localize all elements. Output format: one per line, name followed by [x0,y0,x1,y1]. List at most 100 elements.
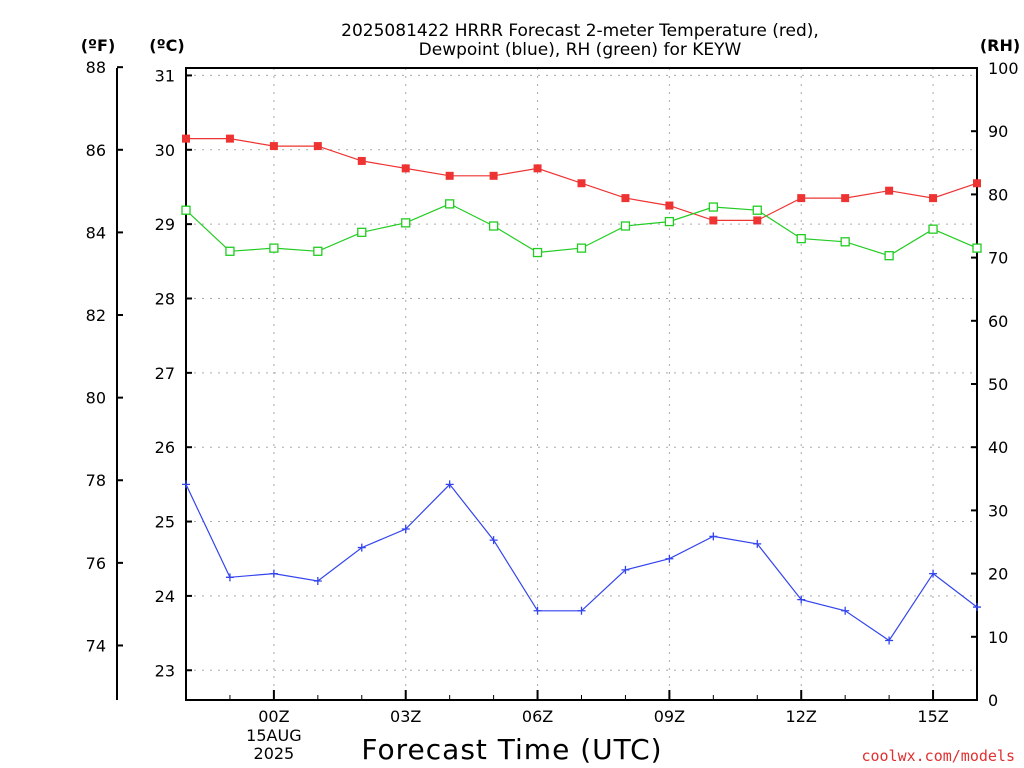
fahrenheit-tick-label: 82 [86,306,106,325]
dewpoint-point [929,569,938,578]
dewpoint-line [185,483,978,642]
temperature-point [182,134,190,143]
temperature-point [533,164,542,173]
rh-point [708,202,718,212]
temperature-point [709,216,718,225]
series-temperature [182,134,981,225]
temperature-point [753,216,762,225]
series-dewpoint [182,480,981,645]
rh-point [972,243,982,253]
dewpoint-point [313,577,322,586]
rh-point [269,243,279,253]
dewpoint-point [797,595,806,604]
dewpoint-point [973,603,981,612]
rh-point [796,233,806,244]
rh-tick-label: 10 [988,628,1008,647]
rh-point [225,246,235,256]
temperature-point [885,186,894,195]
temperature-point [313,142,322,151]
rh-tick-label: 50 [988,375,1008,394]
fahrenheit-tick-label: 84 [86,223,106,242]
temperature-point [269,142,278,151]
plot-frame [185,67,978,701]
time-tick-label: 15Z [917,707,948,726]
dewpoint-point [709,532,718,541]
rh-point [664,216,675,227]
rh-point [445,199,455,209]
temperature-point [489,171,498,180]
rh-unit-label: (RH) [980,36,1020,55]
time-tick-sublabel: 2025 [254,744,295,763]
temperature-point [973,179,981,188]
rh-tick-label: 40 [988,438,1008,457]
celsius-tick-label: 30 [155,141,175,160]
rh-tick-label: 100 [988,59,1019,78]
fahrenheit-tick-label: 88 [86,58,106,77]
dewpoint-point [269,569,278,578]
celsius-tick-label: 25 [155,513,175,532]
rh-point [752,205,762,215]
grid-lines [186,68,977,700]
series-group [181,134,982,645]
celsius-unit-label: (ºC) [149,36,184,55]
rh-point [620,221,631,231]
chart-title: 2025081422 HRRR Forecast 2-meter Tempera… [341,21,819,60]
rh-point [532,247,543,258]
dewpoint-point [753,539,762,548]
title-line-2: Dewpoint (blue), RH (green) for KEYW [419,40,742,60]
fahrenheit-tick-label: 76 [86,554,106,573]
rh-tick-label: 0 [988,691,998,710]
dewpoint-point [357,543,366,552]
rh-tick-label: 30 [988,501,1008,520]
celsius-tick-label: 31 [155,66,175,85]
celsius-tick-label: 28 [155,289,175,308]
time-tick-label: 00Z [258,707,289,726]
celsius-tick-label: 26 [155,438,175,457]
dewpoint-point [225,573,234,582]
time-tick-sublabel: 15AUG [246,726,301,745]
rh-point [401,218,411,228]
time-tick-label: 06Z [522,707,553,726]
fahrenheit-tick-label: 74 [86,636,106,655]
temperature-point [401,164,410,173]
title-line-1: 2025081422 HRRR Forecast 2-meter Tempera… [341,21,819,41]
fahrenheit-tick-label: 80 [86,389,106,408]
temperature-point [665,201,674,210]
time-tick-label: 12Z [786,707,817,726]
rh-point [840,237,850,247]
dewpoint-point [621,565,630,574]
rh-point [313,246,323,256]
fahrenheit-tick-label: 78 [86,471,106,490]
dewpoint-point [401,524,410,533]
temperature-point [225,134,234,143]
rh-point [181,205,191,215]
dewpoint-point [665,554,674,563]
rh-tick-label: 80 [988,185,1008,204]
celsius-tick-label: 27 [155,364,175,383]
rh-tick-label: 70 [988,249,1008,268]
dewpoint-point [489,536,498,545]
series-rh [181,199,982,261]
fahrenheit-tick-label: 86 [86,141,106,160]
dewpoint-point [841,606,850,615]
time-tick-label: 09Z [654,707,685,726]
dewpoint-point [533,606,542,615]
dewpoint-point [885,636,894,645]
rh-tick-label: 90 [988,122,1008,141]
dewpoint-point [577,606,586,615]
temperature-point [577,179,586,188]
temperature-point [797,194,806,203]
rh-tick-label: 20 [988,565,1008,584]
celsius-tick-label: 23 [155,661,175,680]
time-tick-label: 03Z [390,707,421,726]
rh-point [576,243,587,253]
temperature-point [929,194,938,203]
rh-point [357,227,367,237]
rh-point [928,224,938,234]
temperature-point [445,171,454,180]
dewpoint-point [445,480,454,489]
dewpoint-point [182,480,190,489]
credit-text: coolwx.com/models [861,747,1015,765]
temperature-point [621,194,630,203]
